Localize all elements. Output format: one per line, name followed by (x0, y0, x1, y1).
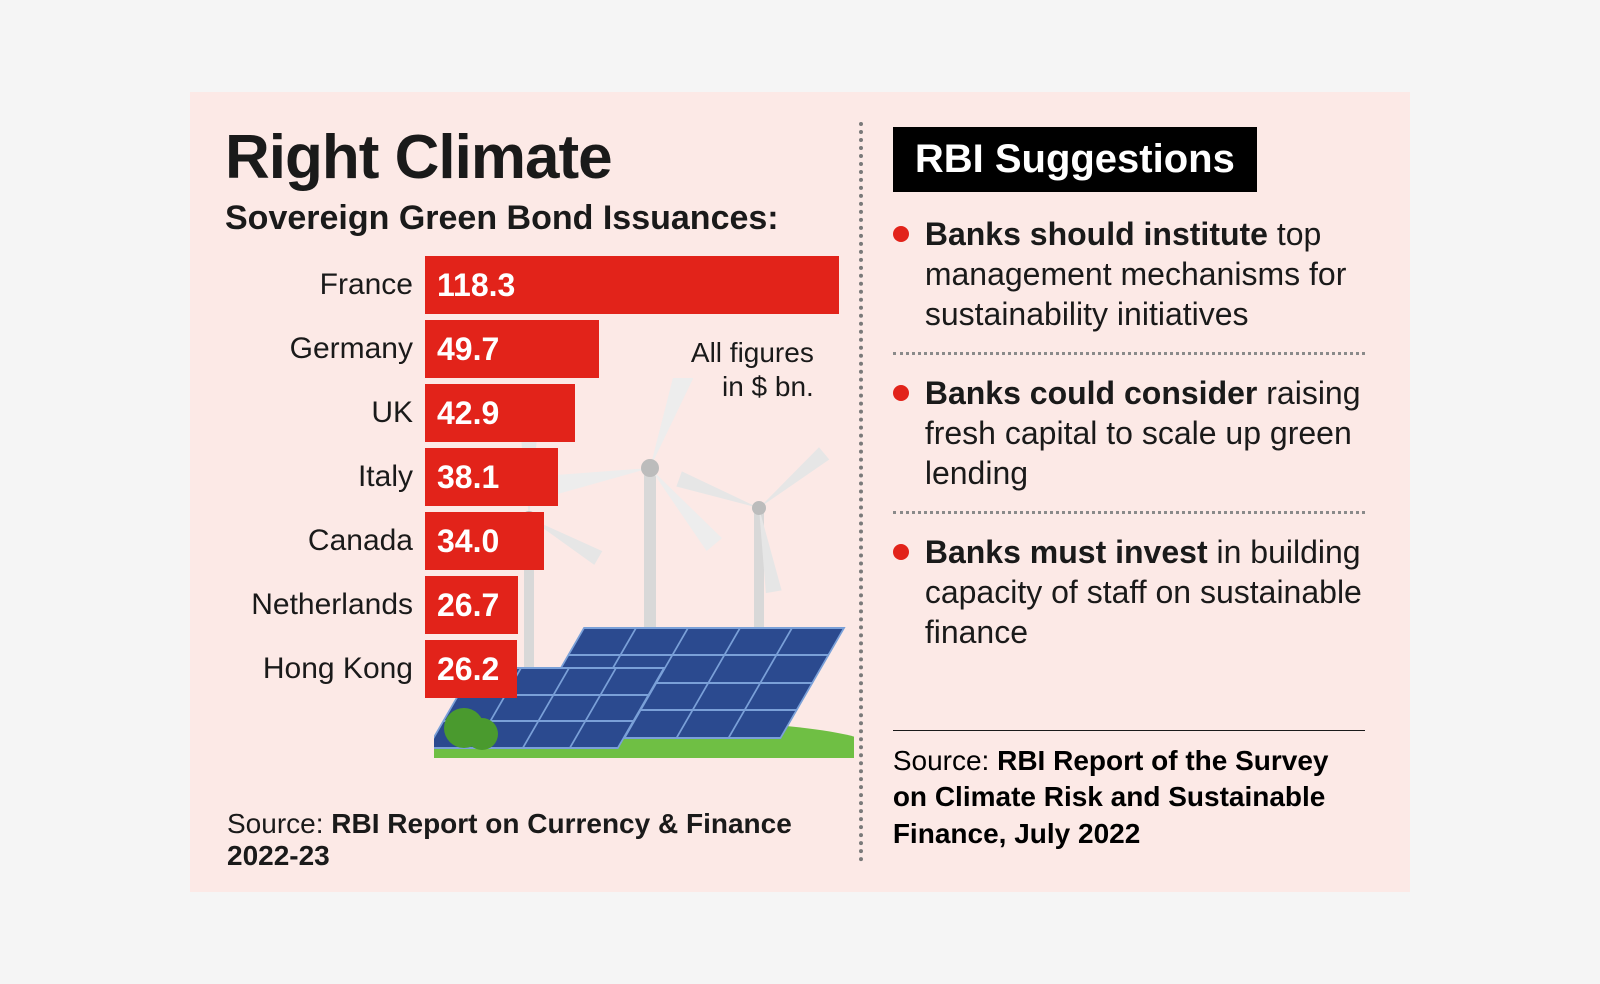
left-source-prefix: Source: (227, 808, 331, 839)
bar: 34.0 (425, 512, 544, 570)
subtitle: Sovereign Green Bond Issuances: (225, 199, 839, 238)
figure-note-line1: All figures (691, 337, 814, 368)
right-source: Source: RBI Report of the Survey on Clim… (893, 730, 1365, 852)
bar: 38.1 (425, 448, 558, 506)
right-header: RBI Suggestions (893, 127, 1257, 192)
country-label: Germany (225, 332, 425, 366)
figure-note: All figures in $ bn. (691, 336, 814, 403)
chart-row: Italy38.1 (225, 448, 839, 506)
bar: 26.7 (425, 576, 518, 634)
bullet-dot-icon (893, 544, 909, 560)
bullet-list: Banks should institute top management me… (893, 214, 1365, 680)
bullet-text: Banks could consider raising fresh capit… (925, 373, 1365, 493)
bullet-item: Banks must invest in building capacity o… (893, 532, 1365, 670)
chart-rows: France118.3Germany49.7UK42.9Italy38.1Can… (225, 256, 839, 698)
country-label: Canada (225, 524, 425, 558)
main-title: Right Climate (225, 127, 839, 189)
bullet-text: Banks should institute top management me… (925, 214, 1365, 334)
country-label: Hong Kong (225, 652, 425, 686)
bar-zone: 118.3 (425, 256, 839, 314)
bar-chart: All figures in $ bn. France118.3Germany4… (225, 256, 839, 793)
infographic-container: Right Climate Sovereign Green Bond Issua… (190, 92, 1410, 892)
bullet-item: Banks could consider raising fresh capit… (893, 373, 1365, 514)
country-label: Netherlands (225, 588, 425, 622)
bullet-item: Banks should institute top management me… (893, 214, 1365, 355)
chart-row: Hong Kong26.2 (225, 640, 839, 698)
bar-zone: 38.1 (425, 448, 839, 506)
right-panel: RBI Suggestions Banks should institute t… (863, 112, 1390, 872)
bar: 26.2 (425, 640, 517, 698)
bar-zone: 26.2 (425, 640, 839, 698)
country-label: Italy (225, 460, 425, 494)
right-source-prefix: Source: (893, 745, 997, 776)
bar: 42.9 (425, 384, 575, 442)
country-label: UK (225, 396, 425, 430)
chart-row: Netherlands26.7 (225, 576, 839, 634)
country-label: France (225, 268, 425, 302)
bullet-dot-icon (893, 385, 909, 401)
bar-zone: 26.7 (425, 576, 839, 634)
left-source: Source: RBI Report on Currency & Finance… (225, 808, 839, 872)
bullet-text: Banks must invest in building capacity o… (925, 532, 1365, 652)
bar: 118.3 (425, 256, 839, 314)
figure-note-line2: in $ bn. (722, 371, 814, 402)
chart-row: Canada34.0 (225, 512, 839, 570)
bar-zone: 34.0 (425, 512, 839, 570)
bar: 49.7 (425, 320, 599, 378)
chart-row: France118.3 (225, 256, 839, 314)
bullet-dot-icon (893, 226, 909, 242)
left-panel: Right Climate Sovereign Green Bond Issua… (210, 112, 859, 872)
